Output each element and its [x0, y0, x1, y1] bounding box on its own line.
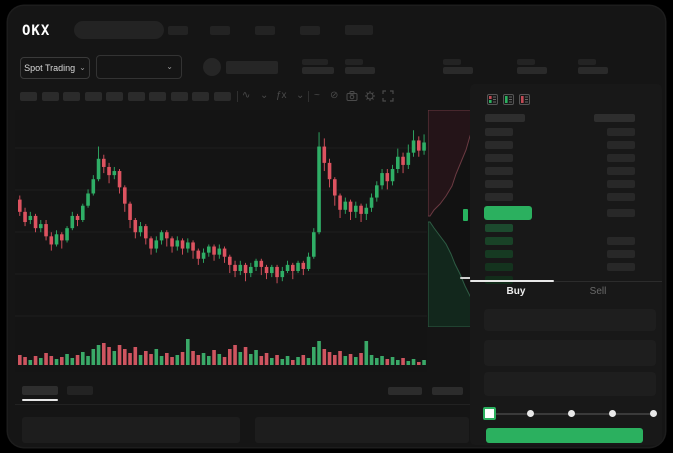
sell-tab[interactable]: Sell	[589, 286, 607, 297]
nav-item[interactable]	[300, 26, 320, 35]
orderbook-panel: Buy Sell	[470, 84, 662, 445]
stat-value	[302, 67, 334, 74]
ask-price-bar[interactable]	[485, 128, 513, 136]
timeframe-button[interactable]	[192, 92, 209, 101]
pair-dropdown[interactable]: ⌄	[96, 55, 182, 79]
book-asks-icon[interactable]	[519, 92, 530, 110]
timeframe-button[interactable]	[127, 92, 145, 101]
bid-price-bar[interactable]	[485, 224, 513, 232]
active-tab-indicator	[470, 280, 554, 282]
chevron-down-icon: ⌄	[166, 62, 173, 71]
line-tool-icon[interactable]: ~	[314, 90, 320, 101]
timeframe-button[interactable]	[41, 92, 59, 101]
buy-submit-button[interactable]	[486, 428, 643, 443]
nav-item[interactable]	[255, 26, 275, 35]
timeframe-button[interactable]	[149, 92, 166, 101]
timeframe-button[interactable]	[63, 92, 80, 101]
amount-input[interactable]	[484, 340, 656, 366]
bid-amount-bar	[607, 263, 635, 271]
app-window: OKX Spot Trading ⌄ ⌄	[8, 6, 665, 447]
ask-amount-bar	[607, 180, 635, 188]
book-bids-icon[interactable]	[503, 92, 514, 110]
bid-price-bar[interactable]	[485, 263, 513, 271]
settings-gear-icon[interactable]	[364, 90, 376, 102]
ask-amount-bar	[607, 141, 635, 149]
buy-tab[interactable]: Buy	[506, 286, 526, 297]
timeframe-button[interactable]	[84, 92, 102, 101]
ask-price-bar[interactable]	[485, 154, 513, 162]
chevron-down-icon[interactable]: ⌄	[296, 90, 305, 101]
search-input[interactable]	[74, 21, 164, 39]
stat-label	[302, 59, 328, 65]
timeframe-button[interactable]	[213, 92, 231, 101]
slider-stop[interactable]	[609, 410, 616, 417]
slider-handle[interactable]	[483, 407, 496, 420]
stat-value	[443, 67, 473, 74]
stat-value	[517, 67, 547, 74]
stat-label	[345, 59, 363, 65]
last-price-marker	[463, 209, 468, 221]
nav-item[interactable]	[210, 26, 230, 35]
orderbook-amount-bar	[607, 209, 635, 217]
orders-list-placeholder	[255, 417, 469, 443]
book-combined-icon[interactable]	[487, 92, 498, 110]
market-type-label: Spot Trading	[24, 63, 76, 73]
camera-icon[interactable]	[346, 90, 358, 102]
timeframe-button[interactable]	[170, 92, 188, 101]
timeframe-button[interactable]	[20, 92, 37, 101]
market-type-dropdown[interactable]: Spot Trading ⌄	[20, 57, 90, 79]
last-price-pill	[484, 206, 532, 220]
candlestick-chart	[15, 130, 427, 365]
price-column-header	[485, 114, 525, 122]
pair-name-placeholder	[226, 61, 278, 74]
total-input[interactable]	[484, 372, 656, 396]
ask-amount-bar	[607, 193, 635, 201]
ask-price-bar[interactable]	[485, 193, 513, 201]
ask-amount-bar	[607, 128, 635, 136]
ask-price-bar[interactable]	[485, 180, 513, 188]
stat-label	[443, 59, 461, 65]
orders-list-placeholder	[22, 417, 240, 443]
bid-price-bar[interactable]	[485, 250, 513, 258]
stat-value	[345, 67, 375, 74]
stat-value	[578, 67, 608, 74]
timeframe-button[interactable]	[106, 92, 123, 101]
indicators-icon[interactable]: ƒx	[276, 90, 287, 101]
draw-tool-icon[interactable]: ⊘	[330, 90, 339, 101]
ask-price-bar[interactable]	[485, 141, 513, 149]
tabs-divider	[470, 281, 662, 282]
orders-tab-active[interactable]	[22, 386, 58, 395]
bid-amount-bar	[607, 237, 635, 245]
fullscreen-icon[interactable]	[382, 90, 394, 102]
nav-item[interactable]	[168, 26, 188, 35]
coin-icon	[203, 58, 221, 76]
price-input[interactable]	[484, 309, 656, 331]
price-indicator-line	[460, 277, 477, 279]
stat-label	[517, 59, 535, 65]
depth-svg	[427, 109, 481, 328]
ask-price-bar[interactable]	[485, 167, 513, 175]
orders-tab[interactable]	[67, 386, 93, 395]
candle-style-icon[interactable]: ∿	[242, 90, 251, 101]
orders-divider	[15, 404, 470, 405]
orders-tab-underline	[22, 399, 58, 401]
bid-amount-bar	[607, 250, 635, 258]
nav-item[interactable]	[345, 25, 373, 35]
ask-amount-bar	[607, 154, 635, 162]
amount-slider[interactable]	[483, 407, 657, 420]
stat-label	[578, 59, 596, 65]
amount-column-header	[594, 114, 635, 122]
slider-stop[interactable]	[568, 410, 575, 417]
chevron-down-icon: ⌄	[79, 63, 86, 72]
okx-logo[interactable]: OKX	[22, 23, 51, 39]
price-chart[interactable]	[15, 110, 427, 372]
orders-action[interactable]	[388, 387, 422, 395]
ask-amount-bar	[607, 167, 635, 175]
orders-action[interactable]	[432, 387, 463, 395]
slider-stop[interactable]	[527, 410, 534, 417]
bid-price-bar[interactable]	[485, 237, 513, 245]
slider-stop[interactable]	[650, 410, 657, 417]
chevron-down-icon[interactable]: ⌄	[260, 90, 269, 101]
